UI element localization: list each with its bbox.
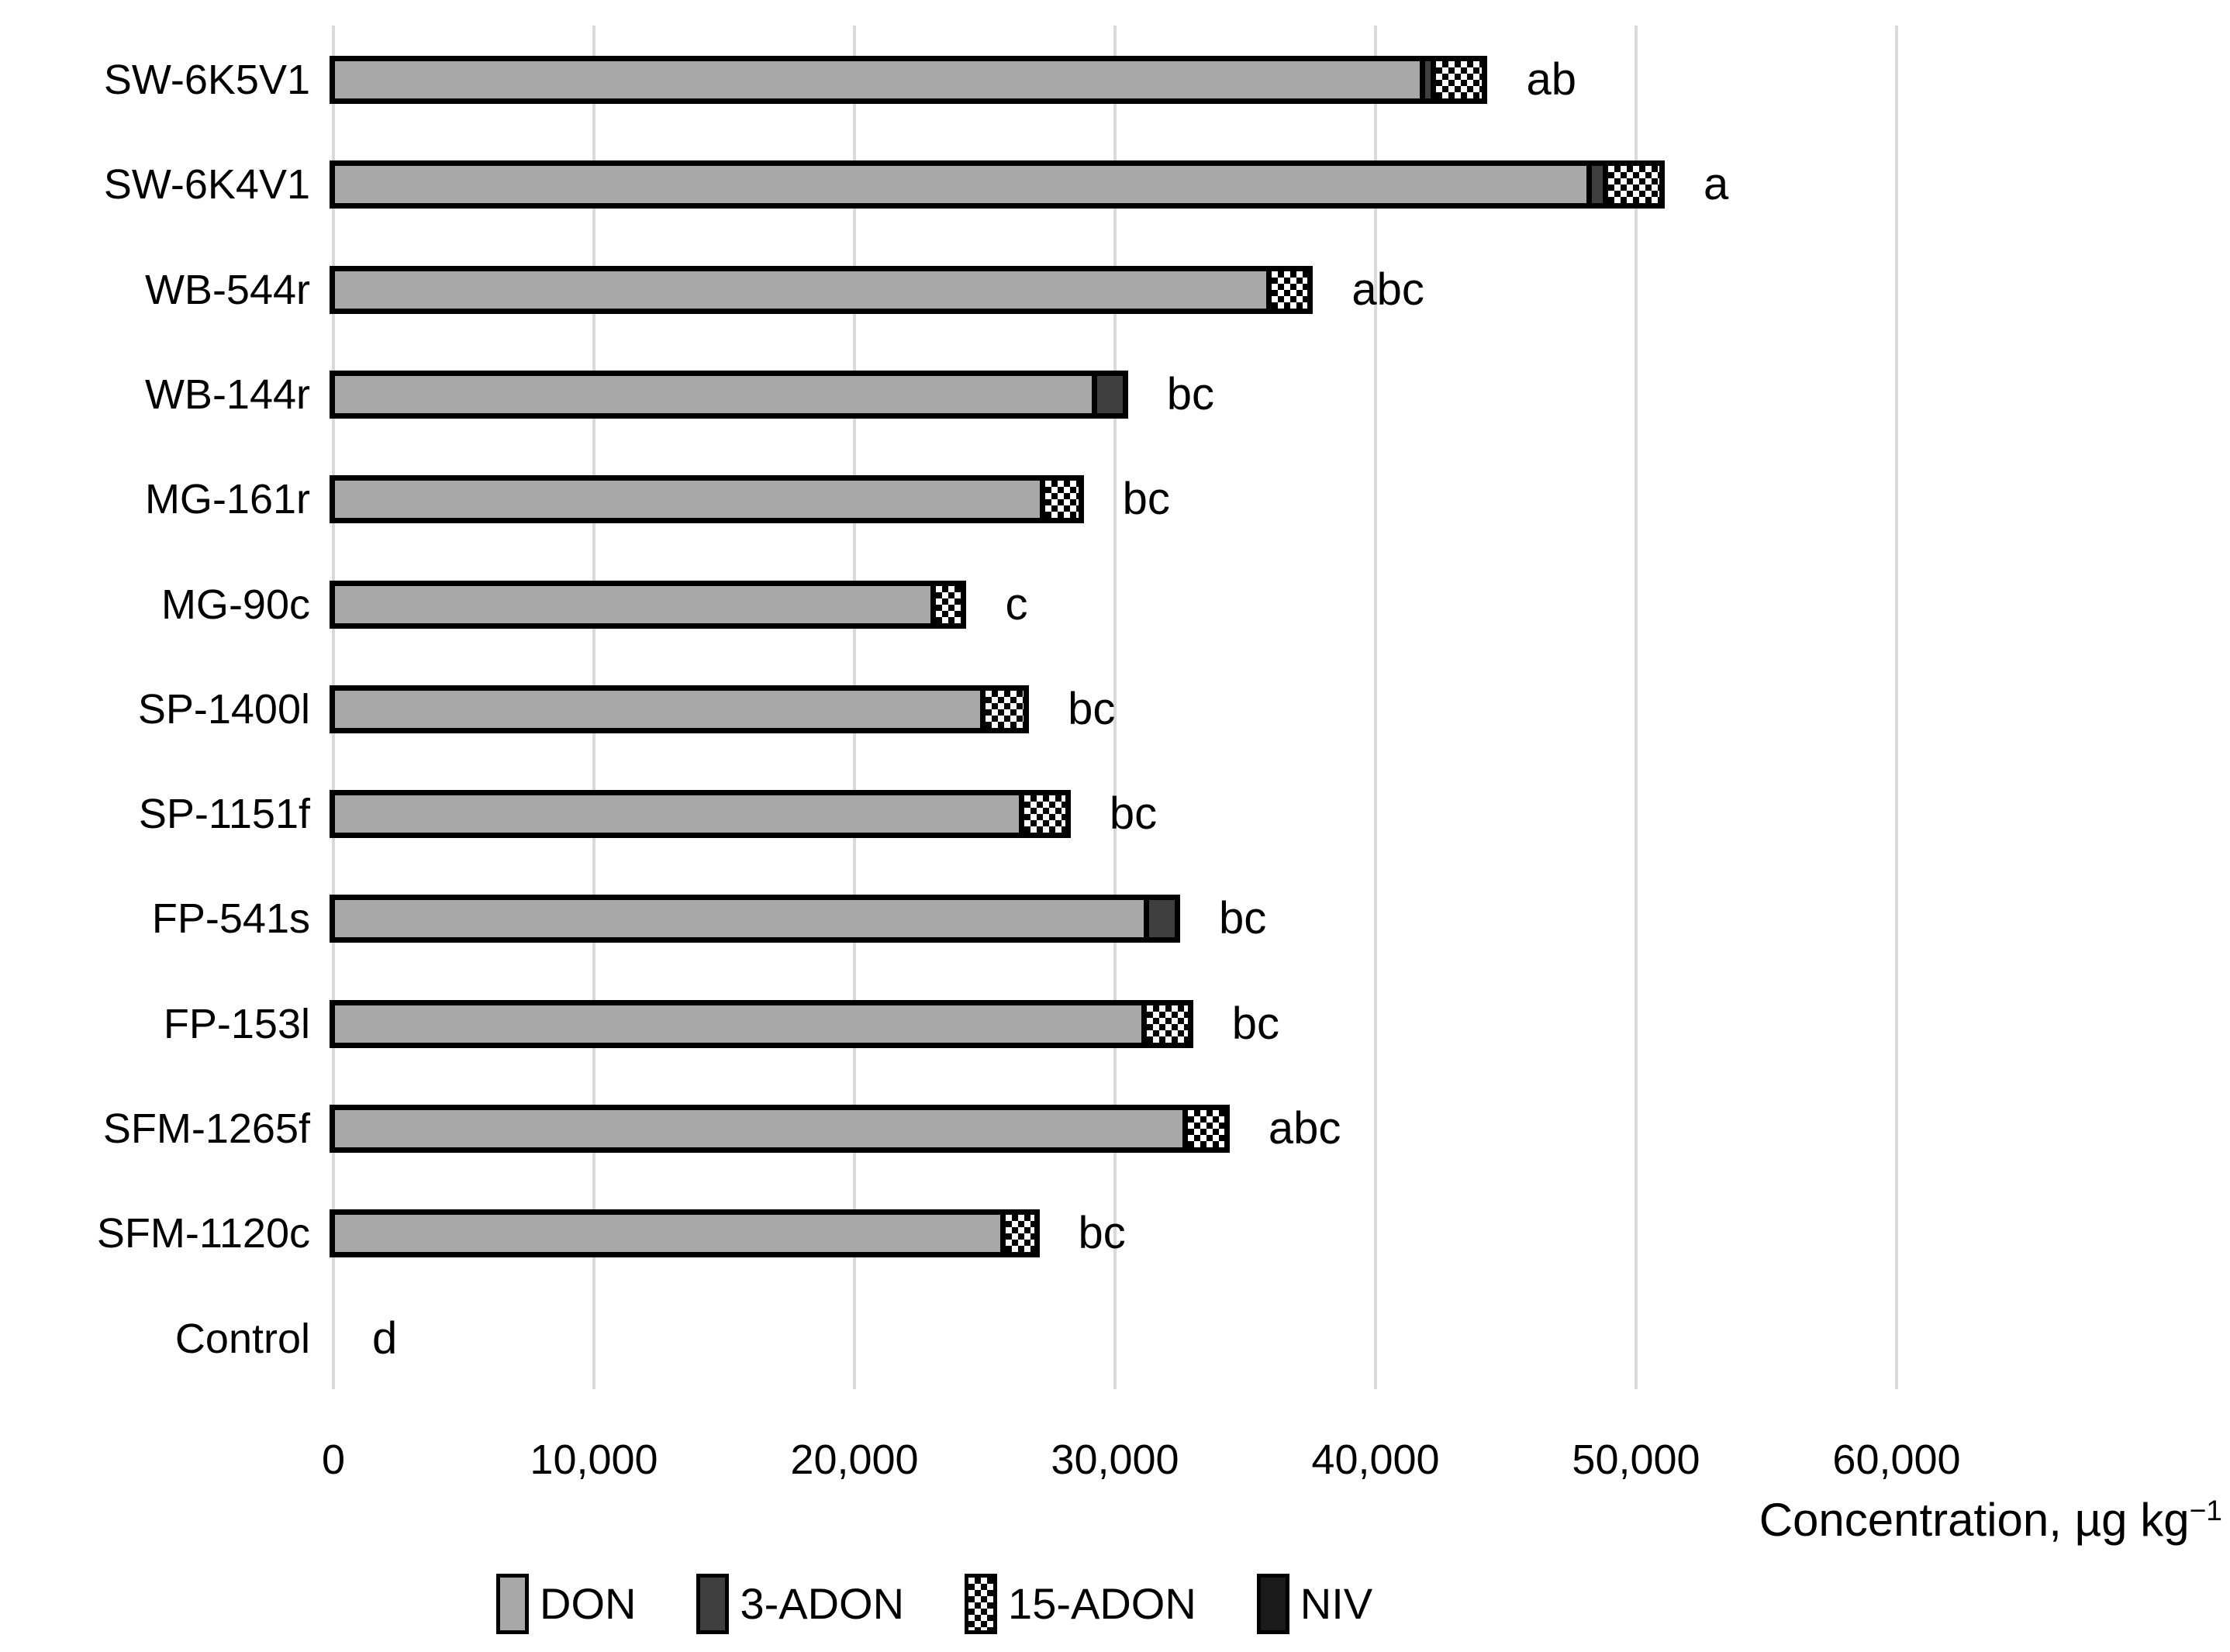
bar-segment-15-adon	[1271, 271, 1308, 309]
legend-swatch-15-adon	[965, 1574, 998, 1634]
significance-letter: bc	[1219, 893, 1267, 944]
bar-segment-don	[335, 166, 1587, 204]
category-label-MG-161r: MG-161r	[144, 476, 310, 523]
bar-segment-don	[335, 481, 1040, 519]
category-label-SFM-1120c: SFM-1120c	[96, 1210, 310, 1257]
significance-letter: bc	[1231, 998, 1280, 1049]
legend-item-15-adon: 15-ADON	[965, 1574, 1196, 1634]
x-tick-label: 40,000	[1311, 1436, 1440, 1483]
category-label-SP-1151f: SP-1151f	[138, 791, 310, 838]
bar-segment-don	[335, 1110, 1183, 1147]
category-label-SW-6K4V1: SW-6K4V1	[103, 161, 310, 209]
bar-segment-don	[335, 61, 1421, 98]
x-tick-label: 50,000	[1572, 1436, 1700, 1483]
bar-segment-3-adon	[1148, 900, 1175, 938]
bar-segment-don	[335, 1215, 1001, 1253]
significance-letter: bc	[1109, 788, 1158, 840]
bar-segment-don	[335, 795, 1020, 833]
significance-letter: d	[372, 1312, 398, 1364]
legend-swatch-niv	[1256, 1574, 1289, 1634]
category-label-Control: Control	[174, 1315, 310, 1362]
bar-segment-15-adon	[935, 585, 961, 623]
x-tick-label: 10,000	[530, 1436, 658, 1483]
bar-SW-6K4V1	[330, 160, 1665, 209]
significance-letter: bc	[1122, 474, 1170, 525]
bar-segment-3-adon	[1096, 375, 1123, 413]
bar-SP-1400l	[330, 685, 1030, 733]
x-tick-label: 20,000	[790, 1436, 919, 1483]
legend-item-niv: NIV	[1256, 1574, 1373, 1634]
bar-SFM-1120c	[330, 1209, 1040, 1258]
bar-segment-don	[335, 690, 980, 728]
bar-FP-153l	[330, 999, 1193, 1048]
significance-letter: bc	[1166, 368, 1215, 419]
bar-segment-15-adon	[1146, 1005, 1188, 1043]
bar-WB-144r	[330, 370, 1128, 419]
legend-item-3-adon: 3-ADON	[696, 1574, 904, 1634]
legend-label: NIV	[1300, 1579, 1373, 1628]
significance-letter: bc	[1078, 1208, 1126, 1259]
gridline	[1895, 26, 1898, 1389]
legend-swatch-don	[496, 1574, 529, 1634]
bar-segment-15-adon	[985, 690, 1024, 728]
bar-FP-541s	[330, 895, 1180, 943]
bar-segment-15-adon	[1607, 166, 1659, 204]
bar-segment-don	[335, 271, 1266, 309]
bar-MG-90c	[330, 580, 967, 629]
legend-label: DON	[540, 1579, 637, 1628]
significance-letter: a	[1703, 159, 1729, 210]
bar-segment-don	[335, 900, 1144, 938]
bar-segment-don	[335, 585, 930, 623]
bar-segment-don	[335, 375, 1092, 413]
category-label-FP-153l: FP-153l	[163, 1000, 310, 1047]
x-tick-label: 30,000	[1051, 1436, 1179, 1483]
category-label-WB-144r: WB-144r	[144, 371, 310, 418]
legend: DON 3-ADON 15-ADON NIV	[496, 1574, 1372, 1634]
bar-SFM-1265f	[330, 1105, 1230, 1153]
legend-label: 15-ADON	[1008, 1579, 1196, 1628]
bar-SP-1151f	[330, 790, 1071, 839]
bar-segment-15-adon	[1044, 481, 1079, 519]
category-label-WB-544r: WB-544r	[144, 266, 310, 313]
significance-letter: abc	[1268, 1103, 1341, 1154]
category-label-MG-90c: MG-90c	[161, 581, 310, 628]
x-tick-label: 0	[321, 1436, 346, 1483]
legend-item-don: DON	[496, 1574, 636, 1634]
significance-letter: bc	[1068, 683, 1116, 734]
category-label-SW-6K5V1: SW-6K5V1	[103, 57, 310, 103]
legend-swatch-3-adon	[696, 1574, 730, 1634]
gridline	[1635, 26, 1638, 1389]
legend-label: 3-ADON	[740, 1579, 905, 1628]
bar-segment-15-adon	[1188, 1110, 1224, 1147]
bar-segment-15-adon	[1006, 1215, 1034, 1253]
x-axis-title: Concentration, µg kg−1	[1759, 1492, 2222, 1549]
category-label-SP-1400l: SP-1400l	[137, 685, 310, 733]
bar-segment-3-adon	[1425, 61, 1431, 98]
bar-segment-3-adon	[1592, 166, 1603, 204]
significance-letter: ab	[1526, 54, 1576, 105]
bar-SW-6K5V1	[330, 56, 1488, 104]
bar-segment-15-adon	[1024, 795, 1065, 833]
bar-segment-don	[335, 1005, 1141, 1043]
x-axis-title-text: Concentration, µg kg	[1759, 1494, 2190, 1546]
bar-WB-544r	[330, 265, 1313, 314]
bar-MG-161r	[330, 475, 1084, 524]
significance-letter: abc	[1351, 264, 1424, 315]
category-label-FP-541s: FP-541s	[151, 895, 310, 943]
significance-letter: c	[1005, 578, 1028, 629]
x-axis-title-exponent: −1	[2189, 1493, 2222, 1526]
gridline	[1374, 26, 1377, 1389]
category-label-SFM-1265f: SFM-1265f	[102, 1105, 310, 1152]
x-tick-label: 60,000	[1832, 1436, 1961, 1483]
gridline	[1113, 26, 1117, 1389]
bar-segment-15-adon	[1435, 61, 1483, 98]
